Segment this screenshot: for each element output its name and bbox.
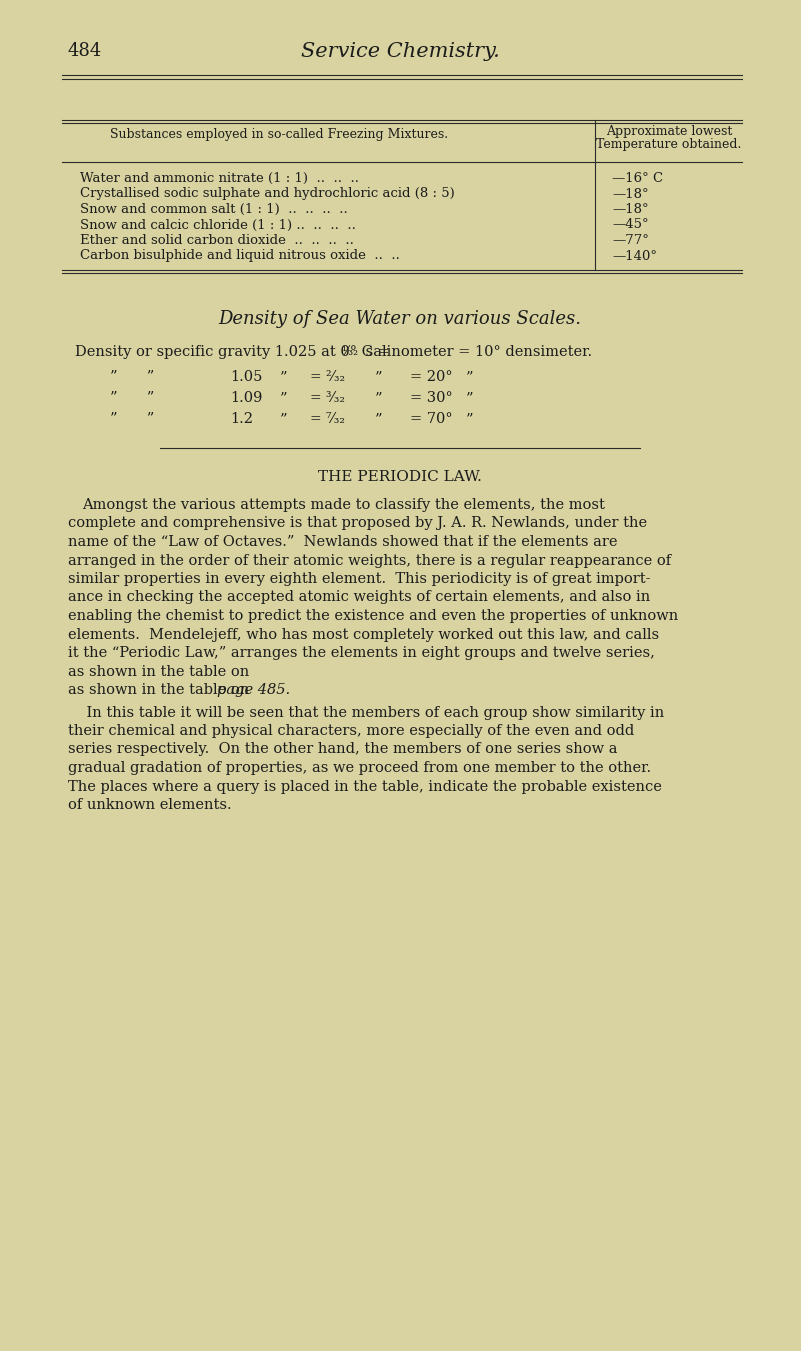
Text: complete and comprehensive is that proposed by J. A. R. Newlands, under the: complete and comprehensive is that propo… — [68, 516, 647, 531]
Text: ”: ” — [466, 390, 473, 405]
Text: as shown in the table on: as shown in the table on — [68, 684, 254, 697]
Text: ance in checking the accepted atomic weights of certain elements, and also in: ance in checking the accepted atomic wei… — [68, 590, 650, 604]
Text: of unknown elements.: of unknown elements. — [68, 798, 231, 812]
Text: THE PERIODIC LAW.: THE PERIODIC LAW. — [318, 470, 482, 484]
Text: 1.2: 1.2 — [230, 412, 253, 426]
Text: page 485.: page 485. — [217, 684, 290, 697]
Text: Water and ammonic nitrate (1 : 1)  ..  ..  ..: Water and ammonic nitrate (1 : 1) .. .. … — [80, 172, 359, 185]
Text: it the “Periodic Law,” arranges the elements in eight groups and twelve series,: it the “Periodic Law,” arranges the elem… — [68, 646, 655, 661]
Text: ”: ” — [375, 390, 383, 405]
Text: ”: ” — [280, 390, 288, 405]
Text: gradual gradation of properties, as we proceed from one member to the other.: gradual gradation of properties, as we p… — [68, 761, 651, 775]
Text: elements.  Mendelejeff, who has most completely worked out this law, and calls: elements. Mendelejeff, who has most comp… — [68, 627, 659, 642]
Text: 1.09: 1.09 — [230, 390, 263, 405]
Text: —16° C: —16° C — [612, 172, 663, 185]
Text: Density of Sea Water on various Scales.: Density of Sea Water on various Scales. — [219, 309, 582, 328]
Text: The places where a query is placed in the table, indicate the probable existence: The places where a query is placed in th… — [68, 780, 662, 793]
Text: ”: ” — [280, 370, 288, 384]
Text: ”: ” — [375, 412, 383, 426]
Text: = 70°: = 70° — [410, 412, 453, 426]
Text: = ⁷⁄₃₂: = ⁷⁄₃₂ — [310, 412, 345, 426]
Text: as shown in the table on: as shown in the table on — [68, 665, 254, 678]
Text: Approximate lowest: Approximate lowest — [606, 126, 732, 138]
Text: Amongst the various attempts made to classify the elements, the most: Amongst the various attempts made to cla… — [82, 499, 605, 512]
Text: ”: ” — [466, 370, 473, 384]
Text: Snow and calcic chloride (1 : 1) ..  ..  ..  ..: Snow and calcic chloride (1 : 1) .. .. .… — [80, 219, 356, 231]
Text: 484: 484 — [68, 42, 103, 59]
Text: similar properties in every eighth element.  This periodicity is of great import: similar properties in every eighth eleme… — [68, 571, 650, 586]
Text: ”  ”: ” ” — [110, 390, 155, 405]
Text: salinometer = 10° densimeter.: salinometer = 10° densimeter. — [361, 345, 592, 359]
Text: ”: ” — [280, 412, 288, 426]
Text: ”  ”: ” ” — [110, 370, 155, 384]
Text: = 30°: = 30° — [410, 390, 453, 405]
Text: —45°: —45° — [612, 219, 649, 231]
Text: ”: ” — [375, 370, 383, 384]
Text: = ²⁄₃₂: = ²⁄₃₂ — [310, 370, 345, 384]
Text: —77°: —77° — [612, 234, 649, 247]
Text: ”  ”: ” ” — [110, 412, 155, 426]
Text: Crystallised sodic sulphate and hydrochloric acid (8 : 5): Crystallised sodic sulphate and hydrochl… — [80, 188, 455, 200]
Text: enabling the chemist to predict the existence and even the properties of unknown: enabling the chemist to predict the exis… — [68, 609, 678, 623]
Text: —18°: —18° — [612, 203, 649, 216]
Text: Carbon bisulphide and liquid nitrous oxide  ..  ..: Carbon bisulphide and liquid nitrous oxi… — [80, 250, 400, 262]
Text: ”: ” — [466, 412, 473, 426]
Text: name of the “Law of Octaves.”  Newlands showed that if the elements are: name of the “Law of Octaves.” Newlands s… — [68, 535, 618, 549]
Text: = 20°: = 20° — [410, 370, 453, 384]
Text: Substances employed in so-called Freezing Mixtures.: Substances employed in so-called Freezin… — [110, 128, 448, 141]
Text: Temperature obtained.: Temperature obtained. — [596, 138, 742, 151]
Text: In this table it will be seen that the members of each group show similarity in: In this table it will be seen that the m… — [68, 705, 664, 720]
Text: —140°: —140° — [612, 250, 657, 262]
Text: Service Chemistry.: Service Chemistry. — [300, 42, 499, 61]
Text: Snow and common salt (1 : 1)  ..  ..  ..  ..: Snow and common salt (1 : 1) .. .. .. .. — [80, 203, 348, 216]
Text: their chemical and physical characters, more especially of the even and odd: their chemical and physical characters, … — [68, 724, 634, 738]
Text: = ³⁄₃₂: = ³⁄₃₂ — [310, 390, 345, 405]
Text: —18°: —18° — [612, 188, 649, 200]
Text: 1.05: 1.05 — [230, 370, 263, 384]
Text: ¹⁄₃₂: ¹⁄₃₂ — [341, 345, 358, 358]
Text: Density or specific gravity 1.025 at 0° C =: Density or specific gravity 1.025 at 0° … — [75, 345, 394, 359]
Text: series respectively.  On the other hand, the members of one series show a: series respectively. On the other hand, … — [68, 743, 618, 757]
Text: arranged in the order of their atomic weights, there is a regular reappearance o: arranged in the order of their atomic we… — [68, 554, 671, 567]
Text: Ether and solid carbon dioxide  ..  ..  ..  ..: Ether and solid carbon dioxide .. .. .. … — [80, 234, 354, 247]
